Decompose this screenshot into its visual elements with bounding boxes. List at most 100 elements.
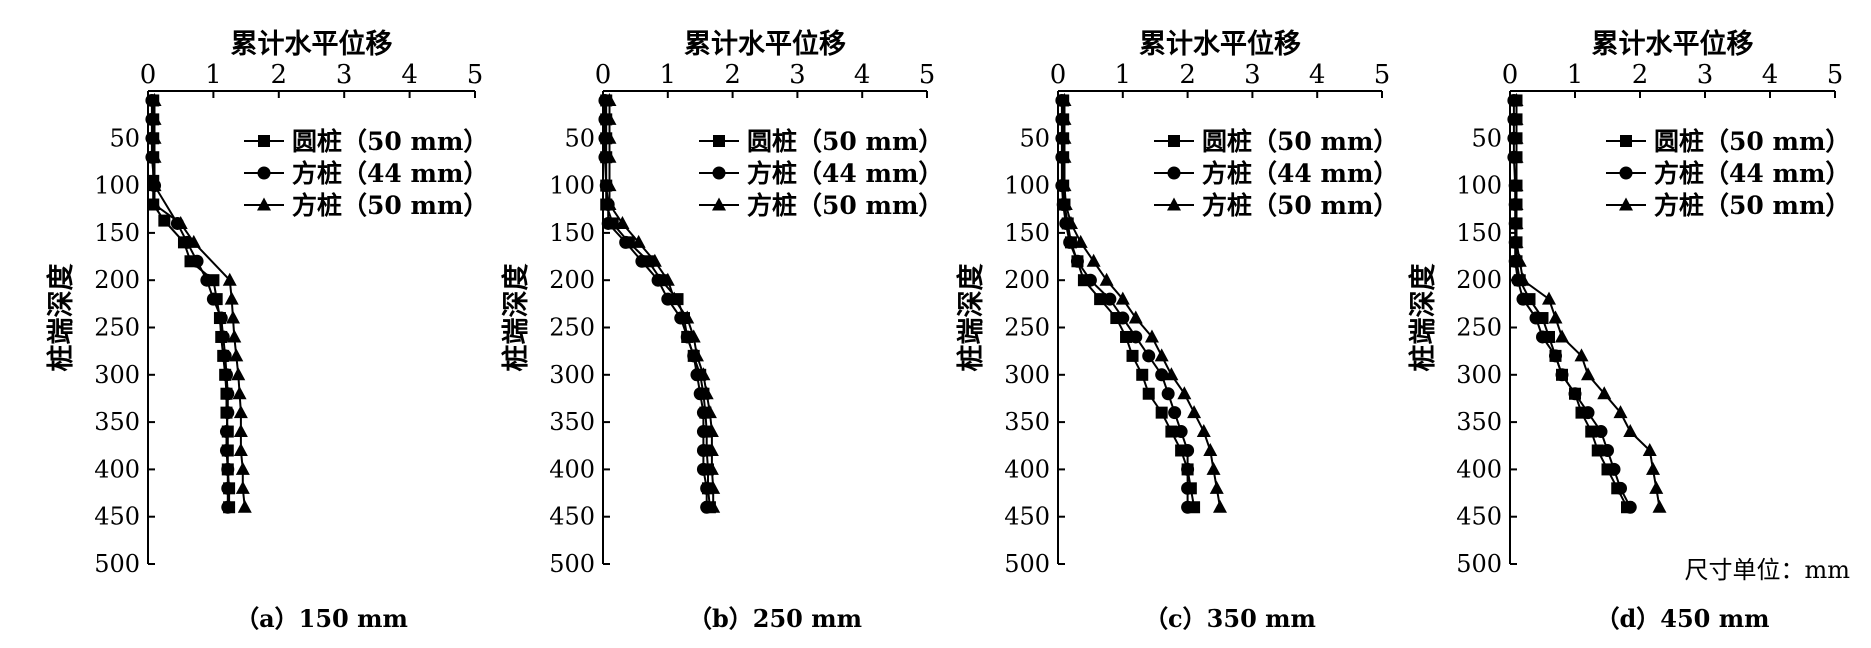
- data-point-circle: [206, 292, 220, 306]
- y-tick-label: 500: [1004, 550, 1050, 578]
- data-point-triangle: [147, 92, 162, 106]
- chart-panel-a: 0 1 2 3 4 5 50 100 150 200 250 300 350 400 450 500 累计水平位…: [45, 28, 488, 633]
- x-axis-title: 累计水平位移: [684, 28, 846, 60]
- data-point-circle: [1516, 292, 1530, 306]
- data-point-circle: [221, 387, 235, 401]
- y-tick-label: 150: [1456, 219, 1502, 247]
- data-point-triangle: [1509, 111, 1524, 125]
- x-axis-title: 累计水平位移: [1139, 28, 1301, 60]
- data-point-triangle: [232, 386, 247, 400]
- data-point-circle: [1536, 330, 1549, 344]
- data-point-circle: [219, 368, 233, 382]
- data-point-triangle: [1509, 130, 1524, 144]
- data-point-circle: [1181, 500, 1195, 514]
- data-point-triangle: [1642, 442, 1657, 456]
- x-tick-label: 3: [1244, 60, 1261, 90]
- y-tick-label: 150: [1004, 219, 1050, 247]
- legend-marker-triangle: [1619, 197, 1633, 211]
- data-point-triangle: [686, 329, 701, 343]
- legend-item: 圆桩（50 mm）: [1154, 127, 1398, 156]
- y-tick-label: 200: [1004, 266, 1050, 294]
- series-triangle: [1509, 92, 1667, 513]
- data-point-triangle: [1196, 424, 1211, 438]
- data-point-triangle: [699, 386, 714, 400]
- data-point-circle: [1614, 481, 1627, 495]
- panel-caption: （c）350 mm: [1144, 604, 1316, 633]
- y-tick-label: 200: [94, 266, 140, 294]
- data-point-triangle: [689, 348, 704, 362]
- series-circle: [1055, 93, 1195, 514]
- y-tick-label: 500: [94, 550, 140, 578]
- data-point-triangle: [226, 310, 241, 324]
- data-point-circle: [221, 406, 235, 420]
- data-point-circle: [1116, 311, 1130, 325]
- data-point-triangle: [1177, 386, 1192, 400]
- data-point-triangle: [1623, 424, 1638, 438]
- y-tick-label: 150: [549, 219, 595, 247]
- data-point-triangle: [680, 310, 695, 324]
- x-tick-label: 0: [1050, 60, 1067, 90]
- data-point-circle: [1601, 443, 1614, 457]
- y-tick-label: 50: [1471, 124, 1502, 152]
- data-point-triangle: [147, 111, 162, 125]
- data-point-circle: [218, 349, 232, 363]
- y-tick-label: 200: [1456, 266, 1502, 294]
- data-point-circle: [1181, 443, 1195, 457]
- legend-label: 圆桩（50 mm）: [747, 127, 943, 156]
- panel-caption: （a）150 mm: [235, 604, 408, 633]
- panel-caption: （b）250 mm: [688, 604, 862, 633]
- data-point-circle: [1181, 481, 1195, 495]
- legend-marker-circle: [712, 166, 726, 180]
- legend-marker-triangle: [712, 197, 726, 211]
- data-point-circle: [635, 254, 649, 268]
- data-point-triangle: [147, 197, 162, 211]
- legend-marker-circle: [1619, 166, 1633, 180]
- data-point-triangle: [1164, 367, 1179, 381]
- data-point-circle: [214, 311, 228, 325]
- data-point-triangle: [704, 442, 719, 456]
- x-tick-label: 4: [1309, 60, 1326, 90]
- y-tick-label: 250: [94, 314, 140, 342]
- data-point-triangle: [602, 111, 617, 125]
- chart-panel-b: 0 1 2 3 4 5 50 100 150 200 250 300 350 400 450 500 累计水平位…: [500, 28, 943, 633]
- data-point-circle: [1063, 235, 1077, 249]
- data-point-triangle: [1652, 499, 1667, 513]
- legend-marker-triangle: [257, 197, 271, 211]
- data-point-triangle: [1086, 253, 1101, 267]
- data-point-square: [1120, 330, 1133, 343]
- legend-item: 方桩（44 mm）: [244, 159, 488, 188]
- data-point-triangle: [602, 149, 617, 163]
- data-point-circle: [190, 254, 204, 268]
- data-point-triangle: [660, 272, 675, 286]
- y-tick-label: 300: [94, 361, 140, 389]
- data-point-circle: [221, 481, 235, 495]
- legend-item: 圆桩（50 mm）: [699, 127, 943, 156]
- data-point-triangle: [1613, 405, 1628, 419]
- panel-caption: （d）450 mm: [1595, 604, 1769, 633]
- chart-panel-d: 0 1 2 3 4 5 50 100 150 200 250 300 350 400 450 500 累计水平位…: [1407, 28, 1850, 633]
- data-point-triangle: [233, 442, 248, 456]
- series-line: [605, 100, 711, 508]
- data-point-circle: [1555, 368, 1569, 382]
- y-tick-label: 350: [94, 408, 140, 436]
- data-point-triangle: [173, 215, 188, 229]
- x-tick-label: 2: [1179, 60, 1196, 90]
- data-point-circle: [1594, 425, 1608, 439]
- data-point-triangle: [602, 197, 617, 211]
- data-point-circle: [216, 330, 230, 344]
- legend-marker-square: [258, 135, 270, 147]
- legend-marker-triangle: [1167, 197, 1181, 211]
- data-point-circle: [1155, 368, 1169, 382]
- data-point-circle: [1568, 387, 1582, 401]
- data-point-square: [1165, 425, 1178, 438]
- data-point-circle: [1549, 349, 1562, 363]
- series-triangle: [147, 92, 252, 513]
- data-point-triangle: [1649, 480, 1664, 494]
- y-tick-label: 400: [549, 455, 595, 483]
- x-tick-label: 3: [336, 60, 353, 90]
- y-tick-label: 200: [549, 266, 595, 294]
- y-tick-label: 50: [109, 124, 140, 152]
- legend-label: 圆桩（50 mm）: [292, 127, 488, 156]
- data-point-triangle: [231, 367, 246, 381]
- y-tick-label: 250: [1004, 314, 1050, 342]
